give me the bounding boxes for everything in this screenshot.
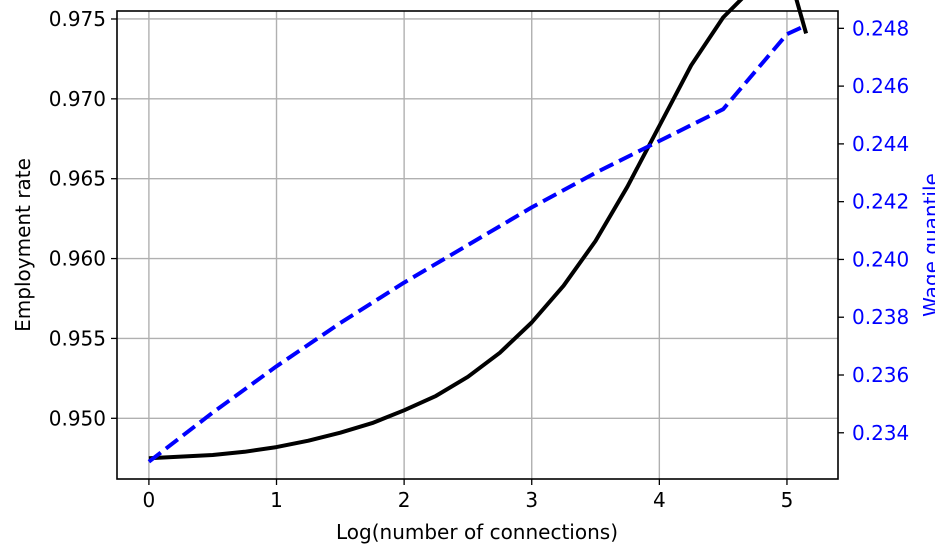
y-axis-label: Employment rate — [11, 158, 35, 332]
right-y-axis-label: Wage quantile — [919, 173, 935, 317]
y2-tick-label: 0.238 — [852, 305, 909, 329]
grid-lines — [117, 11, 838, 479]
employment-rate-line — [148, 0, 809, 461]
y2-tick-label: 0.244 — [852, 132, 909, 156]
plot-frame — [116, 10, 839, 480]
y-tick-label: 0.960 — [49, 247, 106, 271]
y2-tick-label: 0.242 — [852, 190, 909, 214]
x-tick-label: 5 — [781, 488, 794, 512]
y2-tick-label: 0.240 — [852, 247, 909, 271]
right-y-axis-ticks: 0.234 0.236 0.238 0.240 0.242 0.244 0.246 0.248 — [838, 16, 909, 445]
y-tick-label: 0.975 — [49, 7, 106, 31]
y-tick-label: 0.970 — [49, 87, 106, 111]
series-layer — [147, 0, 809, 464]
x-tick-label: 1 — [270, 488, 283, 512]
y2-tick-label: 0.236 — [852, 363, 909, 387]
x-axis-label: Log(number of connections) — [336, 520, 618, 544]
left-y-axis-ticks: 0.950 0.955 0.960 0.965 0.970 0.975 — [49, 7, 117, 430]
y-tick-label: 0.955 — [49, 326, 106, 350]
y-tick-label: 0.950 — [49, 406, 106, 430]
y2-tick-label: 0.234 — [852, 421, 909, 445]
y2-tick-label: 0.246 — [852, 74, 909, 98]
y-tick-label: 0.965 — [49, 167, 106, 191]
x-axis-ticks: 0 1 2 3 4 5 — [143, 479, 794, 512]
x-tick-label: 0 — [143, 488, 156, 512]
x-tick-label: 2 — [398, 488, 411, 512]
y2-tick-label: 0.248 — [852, 16, 909, 40]
x-tick-label: 4 — [653, 488, 666, 512]
wage-quantile-line — [147, 23, 807, 464]
x-tick-label: 3 — [525, 488, 538, 512]
